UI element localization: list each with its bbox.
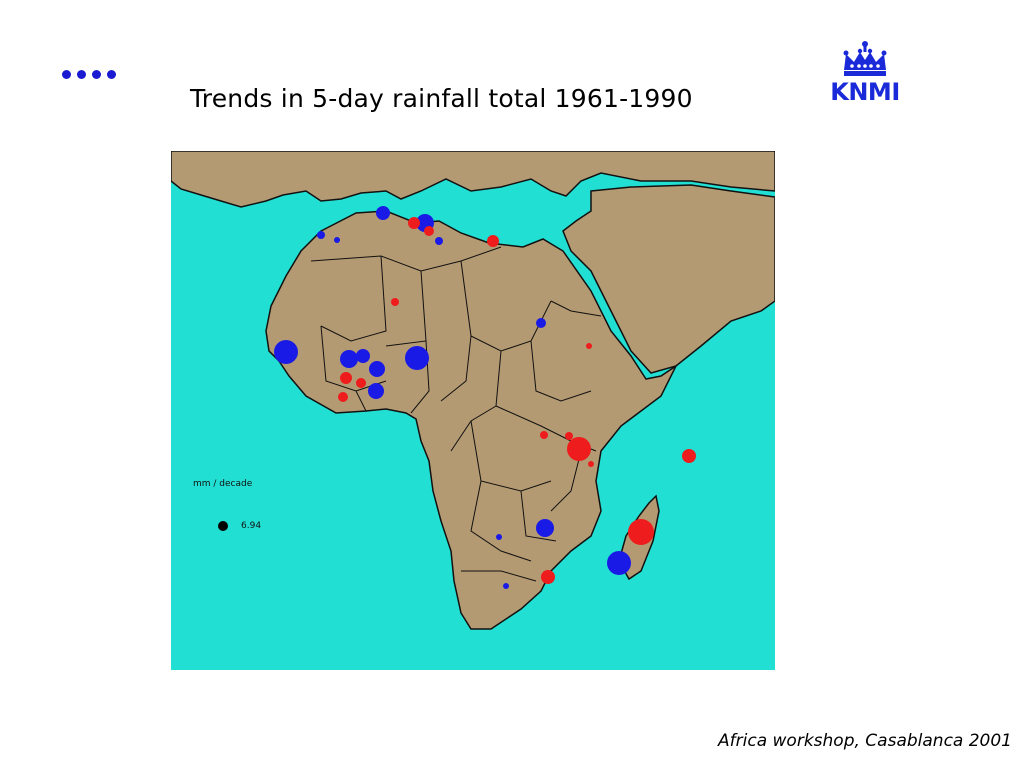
station-marker xyxy=(368,383,384,399)
station-marker xyxy=(338,392,348,402)
station-marker xyxy=(408,217,420,229)
station-marker xyxy=(588,461,594,467)
station-marker xyxy=(274,340,298,364)
legend-title: mm / decade xyxy=(193,479,253,489)
station-marker xyxy=(424,226,434,236)
station-marker xyxy=(628,519,654,545)
station-marker xyxy=(565,432,573,440)
trend-increase-markers xyxy=(274,206,631,589)
station-marker xyxy=(607,551,631,575)
crown-icon xyxy=(843,41,887,76)
station-marker xyxy=(317,231,325,239)
knmi-logo: KNMI xyxy=(824,40,906,106)
station-marker xyxy=(541,570,555,584)
europe-landmass xyxy=(171,151,775,208)
station-marker xyxy=(496,534,502,540)
legend-value: 6.94 xyxy=(241,521,262,531)
station-marker xyxy=(487,235,499,247)
station-marker xyxy=(334,237,340,243)
station-marker xyxy=(540,431,548,439)
station-marker xyxy=(567,437,591,461)
station-marker xyxy=(405,346,429,370)
station-marker xyxy=(682,449,696,463)
trend-decrease-markers xyxy=(338,217,696,584)
legend-marker xyxy=(218,521,228,531)
station-marker xyxy=(376,206,390,220)
station-marker xyxy=(536,519,554,537)
map-canvas xyxy=(171,151,775,670)
station-marker xyxy=(536,318,546,328)
logo-text: KNMI xyxy=(830,78,900,106)
station-marker xyxy=(340,372,352,384)
station-marker xyxy=(391,298,399,306)
station-marker xyxy=(356,378,366,388)
nav-dots-icon[interactable] xyxy=(62,70,116,79)
station-marker xyxy=(369,361,385,377)
station-marker xyxy=(435,237,443,245)
slide-footer: Africa workshop, Casablanca 2001 xyxy=(718,731,1012,751)
station-marker xyxy=(586,343,592,349)
station-marker xyxy=(340,350,358,368)
country-borders xyxy=(310,246,602,582)
station-marker xyxy=(356,349,370,363)
slide-title: Trends in 5-day rainfall total 1961-1990 xyxy=(190,84,693,113)
station-marker xyxy=(503,583,509,589)
africa-rainfall-map: mm / decade 6.94 xyxy=(171,151,775,670)
